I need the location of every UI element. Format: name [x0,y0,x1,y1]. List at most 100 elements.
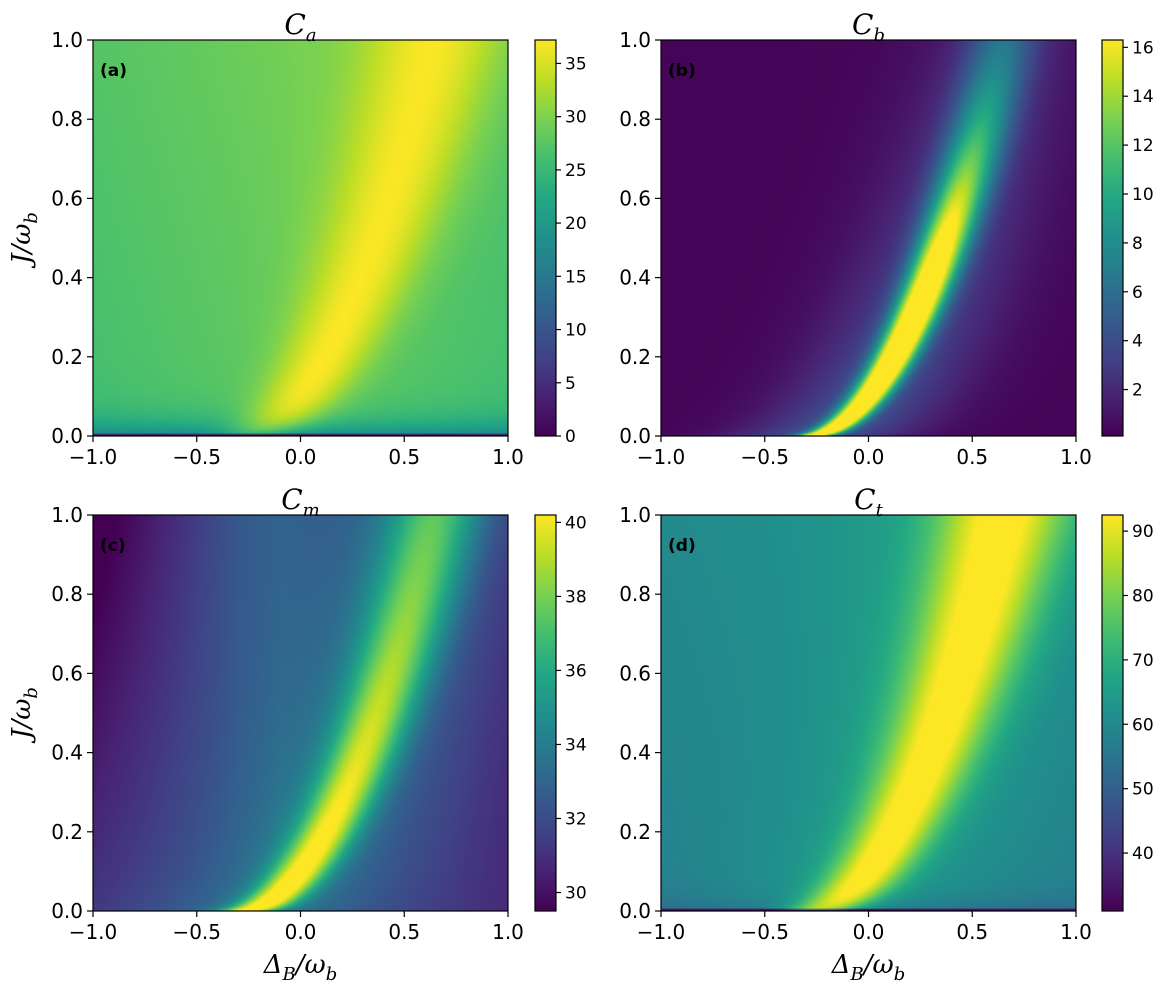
colorbar-tick-label: 40 [1132,844,1154,864]
colorbar-tick-label: 16 [1132,38,1154,58]
colorbar-frame [534,514,557,912]
y-tick-label: 0.8 [51,107,83,131]
colorbar-tick-label: 80 [1132,586,1154,606]
x-tick-label: −0.5 [172,920,221,944]
y-axis-label: J/ωb [7,687,42,744]
y-tick-label: 0.4 [619,266,651,290]
colorbar-tick-label: 14 [1132,87,1154,107]
x-tick-label: 0.5 [956,920,988,944]
x-axis-label: ΔB/ωb [831,950,906,985]
x-tick-label: 1.0 [1060,920,1092,944]
x-axis-label: ΔB/ωb [263,950,338,985]
colorbar-tick-label: 35 [565,54,587,74]
panel-title: Cm [281,483,320,521]
colorbar-tick-label: 6 [1132,283,1143,303]
panel-title: Cb [852,8,885,46]
colorbar-tick-label: 40 [565,513,587,533]
x-tick-label: −0.5 [740,920,789,944]
heatmap-image [661,40,1076,436]
y-tick-label: 0.0 [619,424,651,448]
x-tick-label: 0.0 [285,445,317,469]
x-tick-label: −1.0 [69,445,118,469]
colorbar-tick-label: 8 [1132,234,1143,254]
colorbar-frame [1101,514,1124,912]
y-tick-label: 0.2 [51,820,83,844]
panel-0: −1.0 −0.5 0.0 0.5 1.0 0.0 0.2 0.4 0.6 0.8 1.0 Ca (a)… [7,8,587,469]
y-tick-label: 0.8 [619,107,651,131]
x-tick-label: 0.5 [956,445,988,469]
colorbar-tick-label: 32 [565,809,587,829]
colorbar-tick-label: 70 [1132,651,1154,671]
y-tick-label: 0.0 [619,899,651,923]
colorbar-tick-label: 38 [565,587,587,607]
colorbar-tick-label: 0 [565,427,576,447]
x-tick-label: 0.5 [388,445,420,469]
y-tick-label: 0.4 [51,266,83,290]
colorbar-tick-label: 20 [565,214,587,234]
x-tick-label: 1.0 [1060,445,1092,469]
x-tick-label: 0.0 [853,445,885,469]
y-tick-label: 0.2 [51,345,83,369]
x-tick-label: 0.0 [285,920,317,944]
y-tick-label: 0.0 [51,899,83,923]
colorbar-tick-label: 2 [1132,381,1143,401]
x-tick-label: −1.0 [637,920,686,944]
panel-title: Ct [854,483,883,521]
y-tick-label: 0.2 [619,345,651,369]
colorbar-tick-label: 4 [1132,332,1143,352]
colorbar-tick-label: 50 [1132,780,1154,800]
colorbar-tick-label: 12 [1132,136,1154,156]
y-tick-label: 1.0 [619,503,651,527]
colorbar-tick-label: 60 [1132,715,1154,735]
panel-label: (d) [668,536,696,556]
y-tick-label: 0.6 [51,661,83,685]
panel-1: −1.0 −0.5 0.0 0.5 1.0 0.0 0.2 0.4 0.6 0.8 1.0 Cb (b)… [619,8,1153,469]
y-tick-label: 0.0 [51,424,83,448]
colorbar-tick-label: 10 [1132,185,1154,205]
colorbar-tick-label: 90 [1132,522,1154,542]
panel-label: (c) [100,536,126,556]
y-tick-label: 0.2 [619,820,651,844]
colorbar-tick-label: 30 [565,883,587,903]
x-tick-label: −1.0 [69,920,118,944]
colorbar [535,40,556,436]
colorbar-frame [534,39,557,437]
y-tick-label: 0.6 [619,661,651,685]
colorbar-tick-label: 36 [565,661,587,681]
colorbar-tick-label: 30 [565,108,587,128]
y-tick-label: 0.8 [51,582,83,606]
colorbar-tick-label: 10 [565,321,587,341]
heatmap-image [93,515,508,911]
y-tick-label: 0.6 [51,186,83,210]
colorbar [1102,515,1123,911]
colorbar-tick-label: 15 [565,267,587,287]
y-tick-label: 1.0 [51,28,83,52]
colorbar [1102,40,1123,436]
y-tick-label: 0.6 [619,186,651,210]
colorbar [535,515,556,911]
x-tick-label: −0.5 [740,445,789,469]
y-tick-label: 0.4 [619,741,651,765]
heatmap-image [661,515,1076,911]
x-tick-label: −1.0 [637,445,686,469]
y-tick-label: 1.0 [51,503,83,527]
x-tick-label: 0.0 [853,920,885,944]
y-axis-label: J/ωb [7,212,42,269]
x-tick-label: 1.0 [492,445,524,469]
panel-2: −1.0 −0.5 0.0 0.5 1.0 0.0 0.2 0.4 0.6 0.8 1.0 Cm (c)… [7,483,587,985]
x-tick-label: 1.0 [492,920,524,944]
y-tick-label: 0.4 [51,741,83,765]
y-tick-label: 0.8 [619,582,651,606]
colorbar-tick-label: 25 [565,161,587,181]
heatmap-image [93,40,508,436]
colorbar-frame [1101,39,1124,437]
panel-title: Ca [284,8,316,46]
x-tick-label: −0.5 [172,445,221,469]
panel-label: (a) [100,61,127,81]
y-tick-label: 1.0 [619,28,651,52]
x-tick-label: 0.5 [388,920,420,944]
colorbar-tick-label: 34 [565,735,587,755]
panel-label: (b) [668,61,696,81]
panel-3: −1.0 −0.5 0.0 0.5 1.0 0.0 0.2 0.4 0.6 0.8 1.0 Ct (d)… [619,483,1153,985]
